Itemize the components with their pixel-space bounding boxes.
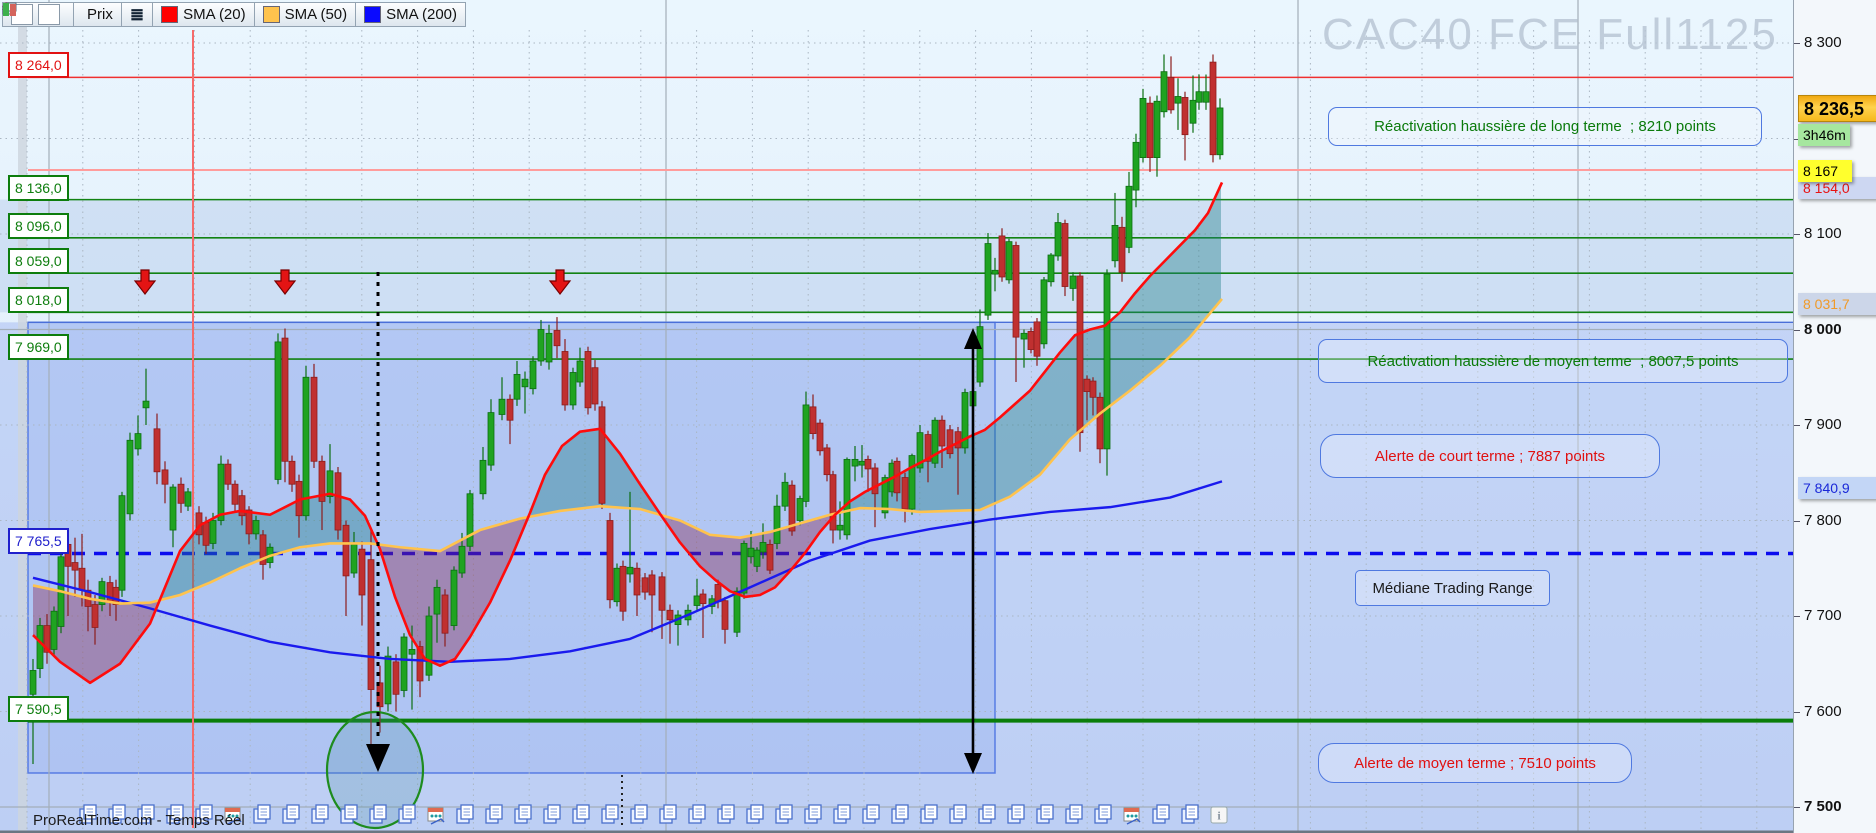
price-series-chip[interactable]: Prix <box>3 2 121 27</box>
news-page-icon[interactable] <box>485 804 503 824</box>
news-page-icon[interactable] <box>1181 804 1199 824</box>
news-page-icon[interactable] <box>369 804 387 824</box>
chart-plot-area[interactable]: i CAC40 FCE Full1125 Prix ≣ SMA (20) SMA … <box>0 0 1793 833</box>
news-page-icon[interactable] <box>659 804 677 824</box>
news-page-icon[interactable] <box>804 804 822 824</box>
calendar-event-icon[interactable] <box>1123 807 1141 825</box>
axis-tick-8000: 8 000 <box>1794 320 1842 338</box>
news-page-icon[interactable] <box>1036 804 1054 824</box>
sma20-value-badge: 8 154,0 <box>1798 177 1876 199</box>
news-page-icon[interactable] <box>1065 804 1083 824</box>
news-page-icon[interactable] <box>862 804 880 824</box>
news-page-icon[interactable] <box>543 804 561 824</box>
price-level-label-8059[interactable]: 8 059,0 <box>8 248 69 275</box>
sma-color-swatch <box>364 6 382 23</box>
sma200-value-badge: 7 840,9 <box>1798 477 1876 499</box>
news-page-icon[interactable] <box>891 804 909 824</box>
instrument-watermark: CAC40 FCE Full1125 <box>1322 10 1778 59</box>
news-page-icon[interactable] <box>717 804 735 824</box>
price-level-label-8264[interactable]: 8 264,0 <box>8 52 69 79</box>
svg-text:i: i <box>1217 809 1221 823</box>
info-icon[interactable]: i <box>1210 806 1228 824</box>
news-page-icon[interactable] <box>978 804 996 824</box>
legend-chip-sma-20-[interactable]: SMA (20) <box>152 2 254 27</box>
news-page-icon[interactable] <box>1152 804 1170 824</box>
bubble-alerte-moyen-terme[interactable]: Alerte de moyen terme ; 7510 points <box>1318 743 1632 783</box>
calendar-event-icon[interactable] <box>224 807 242 825</box>
news-page-icon[interactable] <box>253 804 271 824</box>
news-page-icon[interactable] <box>775 804 793 824</box>
sma50-value-badge: 8 031,7 <box>1798 293 1876 315</box>
indicator-list-button[interactable]: ≣ <box>120 2 153 27</box>
axis-tick-7900: 7 900 <box>1794 416 1842 433</box>
list-icon: ≣ <box>129 4 145 24</box>
news-page-icon[interactable] <box>195 804 213 824</box>
legend-label: SMA (200) <box>386 6 458 23</box>
news-page-icon[interactable] <box>456 804 474 824</box>
price-level-label-8136[interactable]: 8 136,0 <box>8 174 69 201</box>
news-page-icon[interactable] <box>688 804 706 824</box>
sma-color-swatch <box>262 6 280 23</box>
news-page-icon[interactable] <box>514 804 532 824</box>
chart-toolbar: Prix ≣ SMA (20) SMA (50) SMA (200) <box>2 2 467 27</box>
expand-pane-button[interactable] <box>2 2 60 25</box>
calendar-event-icon[interactable] <box>427 807 445 825</box>
price-level-label-7765-5[interactable]: 7 765,5 <box>8 528 69 555</box>
candlestick-chart: i <box>0 0 1793 833</box>
axis-tick-8300: 8 300 <box>1794 34 1842 51</box>
news-page-icon[interactable] <box>920 804 938 824</box>
bubble-reactivation-moyen-terme[interactable]: Réactivation haussière de moyen terme ; … <box>1318 339 1788 383</box>
last-price-badge: 8 236,5 <box>1798 95 1876 122</box>
price-level-label-7590-5[interactable]: 7 590,5 <box>8 695 69 722</box>
news-page-icon[interactable] <box>630 804 648 824</box>
legend-chip-sma-50-[interactable]: SMA (50) <box>253 2 356 27</box>
news-page-icon[interactable] <box>1007 804 1025 824</box>
platform-brand-label: ProRealTime.com - Temps Réel <box>33 812 245 829</box>
sma-color-swatch <box>161 6 179 23</box>
axis-tick-7700: 7 700 <box>1794 607 1842 624</box>
news-page-icon[interactable] <box>572 804 590 824</box>
price-level-label-8018[interactable]: 8 018,0 <box>8 287 69 314</box>
legend-label: SMA (50) <box>284 6 348 23</box>
news-page-icon[interactable] <box>166 804 184 824</box>
axis-tick-8100: 8 100 <box>1794 225 1842 242</box>
price-level-label-7969[interactable]: 7 969,0 <box>8 334 69 361</box>
axis-tick-7600: 7 600 <box>1794 702 1842 720</box>
countdown-badge: 3h46m <box>1798 124 1850 146</box>
news-page-icon[interactable] <box>282 804 300 824</box>
level-8167-badge: 8 167 <box>1798 160 1852 182</box>
bubble-mediane-trading-range[interactable]: Médiane Trading Range <box>1355 570 1550 606</box>
price-level-label-8096[interactable]: 8 096,0 <box>8 212 69 239</box>
bubble-alerte-court-terme[interactable]: Alerte de court terme ; 7887 points <box>1320 434 1660 478</box>
news-page-icon[interactable] <box>311 804 329 824</box>
news-page-icon[interactable] <box>79 804 97 824</box>
news-page-icon[interactable] <box>1094 804 1112 824</box>
news-page-icon[interactable] <box>398 804 416 824</box>
news-page-icon[interactable] <box>833 804 851 824</box>
legend-chip-sma-200-[interactable]: SMA (200) <box>355 2 467 27</box>
news-page-icon[interactable] <box>137 804 155 824</box>
news-page-icon[interactable] <box>746 804 764 824</box>
axis-tick-7500: 7 500 <box>1794 798 1842 815</box>
bubble-reactivation-long-terme[interactable]: Réactivation haussière de long terme ; 8… <box>1328 107 1762 146</box>
news-page-icon[interactable] <box>340 804 358 824</box>
news-page-icon[interactable] <box>108 804 126 824</box>
news-page-icon[interactable] <box>949 804 967 824</box>
news-page-icon[interactable] <box>601 804 619 824</box>
price-series-label: Prix <box>87 6 113 23</box>
axis-tick-7800: 7 800 <box>1794 511 1842 529</box>
legend-label: SMA (20) <box>183 6 246 23</box>
